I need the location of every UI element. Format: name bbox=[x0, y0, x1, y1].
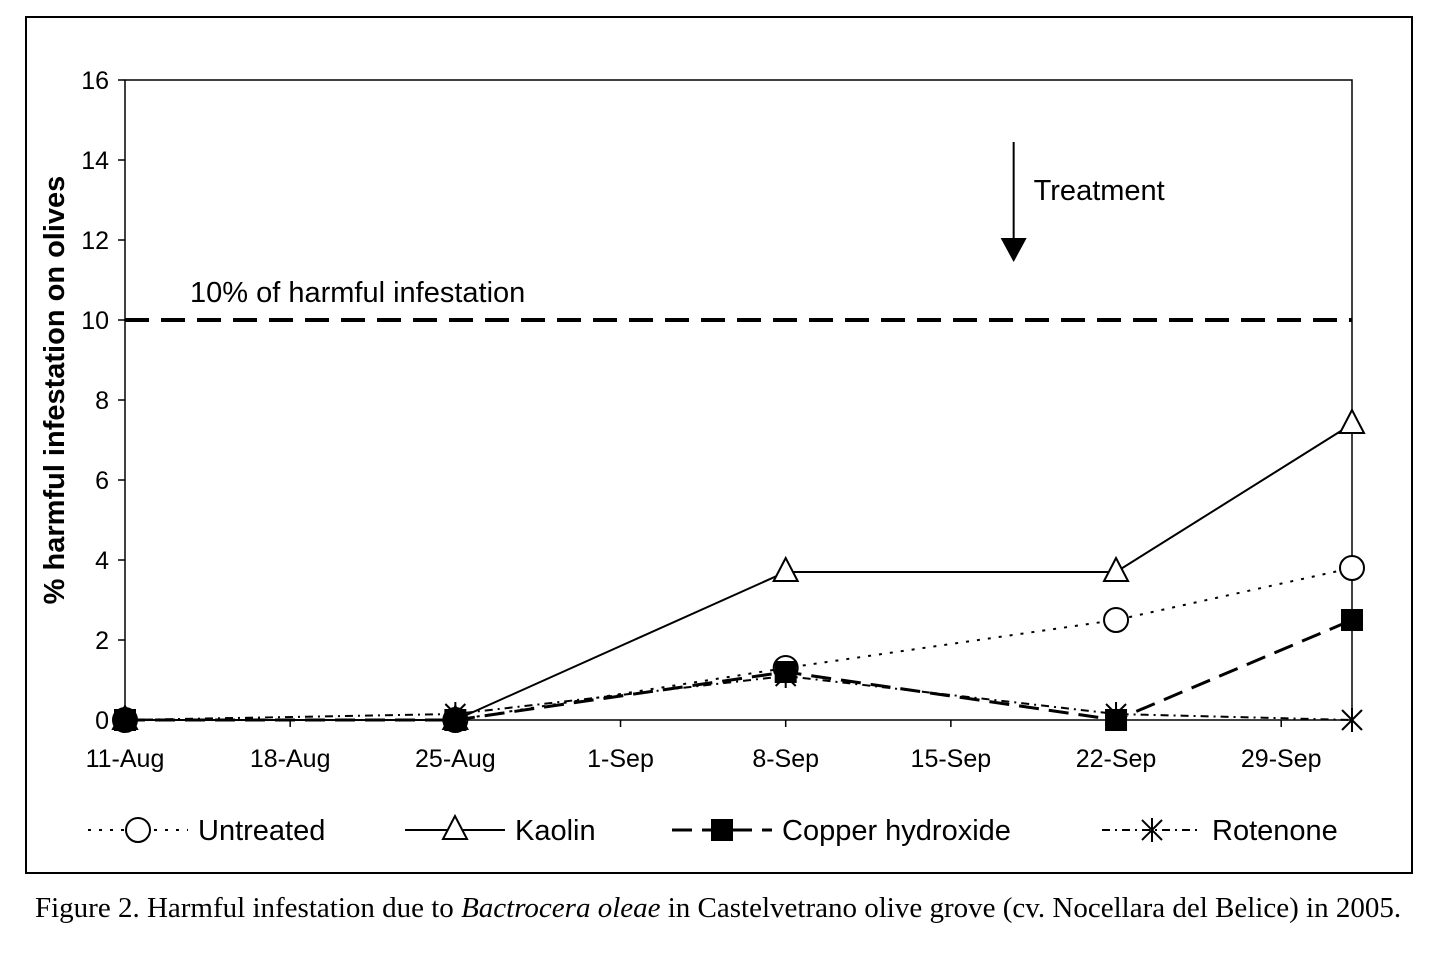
y-tick-label: 2 bbox=[95, 627, 109, 655]
series-copper-hydroxide bbox=[114, 609, 1363, 731]
plot-axes bbox=[124, 79, 1353, 721]
y-tick-label: 16 bbox=[81, 67, 109, 95]
plot-area-border bbox=[124, 79, 1353, 721]
y-tick-label: 12 bbox=[81, 227, 109, 255]
point-rotenone bbox=[1105, 702, 1127, 726]
y-tick-label: 6 bbox=[95, 467, 109, 495]
legend-swatch-marker bbox=[441, 813, 469, 840]
legend-item-rotenone: Rotenone bbox=[1102, 815, 1338, 847]
legend-item-copper-hydroxide: Copper hydroxide bbox=[672, 815, 1011, 847]
caption-suffix: in Castelvetrano olive grove (cv. Nocell… bbox=[660, 892, 1402, 924]
y-axis-label: % harmful infestation on olives bbox=[39, 176, 71, 605]
treatment-annotation: Treatment bbox=[1000, 142, 1165, 262]
x-tick-label: 25-Aug bbox=[415, 745, 496, 773]
point-untreated bbox=[1339, 555, 1365, 581]
figure-caption: Figure 2. Harmful infestation due to Bac… bbox=[35, 890, 1413, 926]
y-tick-label: 10 bbox=[81, 307, 109, 335]
line-chart: 0 2 4 6 8 10 12 14 16 11-Aug 18-Aug 25-Aug 1-Sep 8-S… bbox=[39, 67, 1366, 847]
legend-label: Copper hydroxide bbox=[782, 815, 1011, 847]
legend-item-kaolin: Kaolin bbox=[405, 813, 596, 847]
x-tick-label: 18-Aug bbox=[250, 745, 331, 773]
x-tick-label: 15-Sep bbox=[911, 745, 992, 773]
point-untreated bbox=[1103, 607, 1130, 633]
caption-prefix: Figure 2. Harmful infestation due to bbox=[35, 892, 462, 924]
treatment-label: Treatment bbox=[1034, 175, 1165, 207]
legend: Untreated Kaolin Copper hydroxide Rotenone bbox=[88, 813, 1338, 847]
y-tick-label: 4 bbox=[95, 547, 109, 575]
data-series bbox=[111, 407, 1366, 733]
series-line-copper-hydroxide bbox=[125, 618, 1353, 722]
point-kaolin bbox=[1102, 555, 1130, 582]
point-kaolin bbox=[1338, 407, 1366, 434]
legend-label: Kaolin bbox=[515, 815, 596, 847]
legend-swatch-marker bbox=[1141, 818, 1163, 842]
point-rotenone bbox=[444, 702, 467, 726]
y-tick-label: 0 bbox=[95, 707, 109, 735]
threshold-line: 10% of harmful infestation bbox=[125, 277, 1352, 322]
caption-species: Bactrocera oleae bbox=[461, 892, 661, 924]
legend-swatch-marker bbox=[711, 819, 733, 841]
treatment-arrow-head bbox=[1000, 238, 1027, 262]
legend-swatch-marker bbox=[125, 817, 151, 843]
point-kaolin bbox=[772, 555, 800, 582]
y-axis-ticks: 0 2 4 6 8 10 12 14 16 bbox=[81, 67, 125, 735]
point-copper-hydroxide bbox=[1341, 609, 1363, 631]
chart-frame bbox=[25, 16, 1413, 874]
y-tick-label: 8 bbox=[95, 387, 109, 415]
x-tick-label: 22-Sep bbox=[1076, 745, 1157, 773]
x-axis-ticks: 11-Aug 18-Aug 25-Aug 1-Sep 8-Sep 15-Sep 22-Sep… bbox=[86, 720, 1322, 773]
y-tick-label: 14 bbox=[81, 147, 109, 175]
point-rotenone bbox=[1341, 708, 1363, 732]
legend-item-untreated: Untreated bbox=[88, 815, 325, 847]
point-rotenone bbox=[774, 664, 797, 688]
threshold-label: 10% of harmful infestation bbox=[190, 277, 525, 309]
series-untreated bbox=[112, 555, 1365, 733]
series-kaolin bbox=[111, 407, 1366, 730]
series-rotenone bbox=[114, 664, 1363, 732]
point-rotenone bbox=[114, 708, 136, 732]
x-tick-label: 1-Sep bbox=[587, 745, 654, 773]
x-tick-label: 29-Sep bbox=[1241, 745, 1322, 773]
legend-label: Rotenone bbox=[1212, 815, 1338, 847]
x-tick-label: 11-Aug bbox=[86, 745, 165, 773]
legend-label: Untreated bbox=[198, 815, 325, 847]
x-tick-label: 8-Sep bbox=[752, 745, 819, 773]
